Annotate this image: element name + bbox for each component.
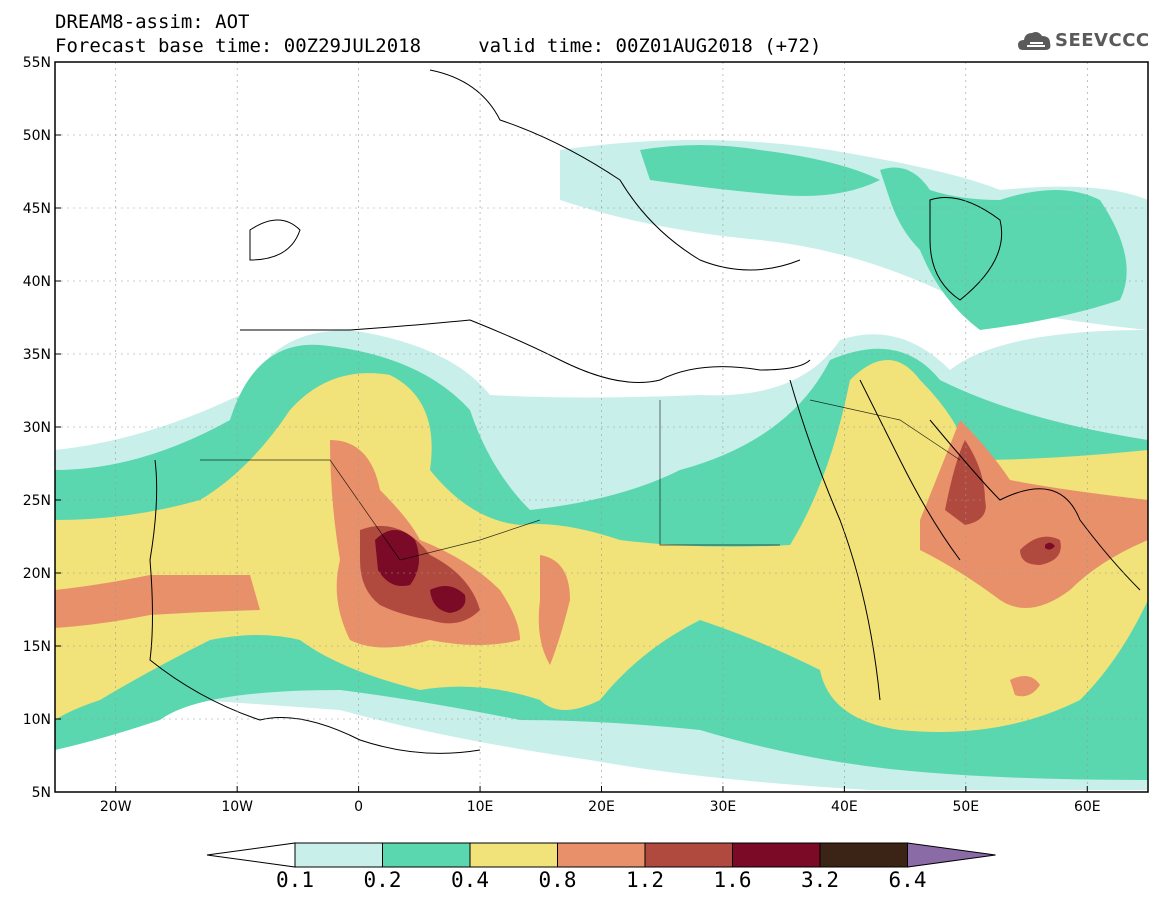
colorbar-level-label: 3.2 bbox=[801, 868, 839, 892]
colorbar-swatch bbox=[469, 842, 558, 868]
coastline-iberia bbox=[249, 219, 301, 261]
colorbar-swatch bbox=[732, 842, 821, 868]
colorbar-min-arrow bbox=[206, 842, 296, 868]
lat-tick-label: 20N bbox=[23, 566, 51, 582]
coastlines bbox=[149, 69, 1141, 754]
aot-colorbar bbox=[206, 842, 996, 868]
colorbar-swatch bbox=[382, 842, 471, 868]
gridlines bbox=[55, 62, 1148, 792]
colorbar-swatch bbox=[819, 842, 908, 868]
lon-tick-label: 30E bbox=[710, 799, 737, 815]
lat-tick-label: 30N bbox=[23, 420, 51, 436]
aot-field bbox=[55, 140, 1148, 790]
coastline-caspian bbox=[929, 197, 1003, 301]
colorbar-max-arrow bbox=[907, 842, 996, 868]
logo-text: SEEVCCC bbox=[1055, 30, 1150, 51]
coastline-west-africa bbox=[149, 459, 481, 754]
colorbar-swatch bbox=[557, 842, 646, 868]
lat-tick-label: 5N bbox=[32, 785, 51, 801]
coastline-north-africa bbox=[240, 319, 811, 383]
colorbar-level-label: 0.8 bbox=[538, 868, 577, 892]
lat-tick-label: 55N bbox=[23, 55, 51, 71]
colorbar-level-label: 1.2 bbox=[626, 868, 664, 892]
lat-tick-label: 10N bbox=[23, 712, 51, 728]
aot-band-0.4 bbox=[55, 360, 1148, 732]
colorbar-level-label: 0.1 bbox=[276, 868, 314, 892]
border-sahara bbox=[200, 459, 541, 561]
aot-band-1.6 bbox=[375, 530, 1055, 613]
seevccc-logo: SEEVCCC bbox=[1017, 26, 1150, 56]
lat-tick-label: 50N bbox=[23, 128, 51, 144]
lon-tick-label: 0 bbox=[354, 799, 363, 815]
map-subtitle-times: Forecast base time: 00Z29JUL2018 valid t… bbox=[55, 35, 822, 57]
coastline-gulf bbox=[859, 379, 961, 561]
lat-tick-label: 25N bbox=[23, 493, 51, 509]
coastline-red-sea bbox=[789, 379, 881, 701]
lon-tick-label: 50E bbox=[952, 799, 979, 815]
colorbar-level-label: 0.2 bbox=[363, 868, 402, 892]
borders bbox=[200, 399, 961, 561]
axis-ticks: 55N 50N 45N 40N 35N 30N 25N 20N 15N 10N 5N 20W 10W 0 1… bbox=[23, 55, 1101, 815]
colorbar-swatch bbox=[294, 842, 383, 868]
cloud-icon bbox=[1018, 32, 1051, 50]
lon-tick-label: 20W bbox=[100, 799, 132, 815]
lat-tick-label: 15N bbox=[23, 639, 51, 655]
lon-tick-label: 10E bbox=[467, 799, 494, 815]
lat-tick-label: 35N bbox=[23, 347, 51, 363]
lon-tick-label: 10W bbox=[221, 799, 253, 815]
coastline-europe bbox=[429, 69, 801, 271]
lat-tick-label: 40N bbox=[23, 274, 51, 290]
coastline-arabia bbox=[929, 419, 1141, 591]
lon-tick-label: 40E bbox=[831, 799, 858, 815]
border-arabia bbox=[809, 399, 961, 461]
map-title: DREAM8-assim: AOT bbox=[55, 11, 250, 33]
border-egypt-sudan bbox=[659, 400, 780, 546]
lon-tick-label: 20E bbox=[588, 799, 615, 815]
lat-tick-label: 45N bbox=[23, 201, 51, 217]
colorbar-swatch bbox=[644, 842, 733, 868]
colorbar-level-label: 6.4 bbox=[888, 868, 927, 892]
colorbar-level-label: 1.6 bbox=[713, 868, 752, 892]
lon-tick-label: 60E bbox=[1074, 799, 1101, 815]
colorbar-level-label: 0.4 bbox=[451, 868, 489, 892]
